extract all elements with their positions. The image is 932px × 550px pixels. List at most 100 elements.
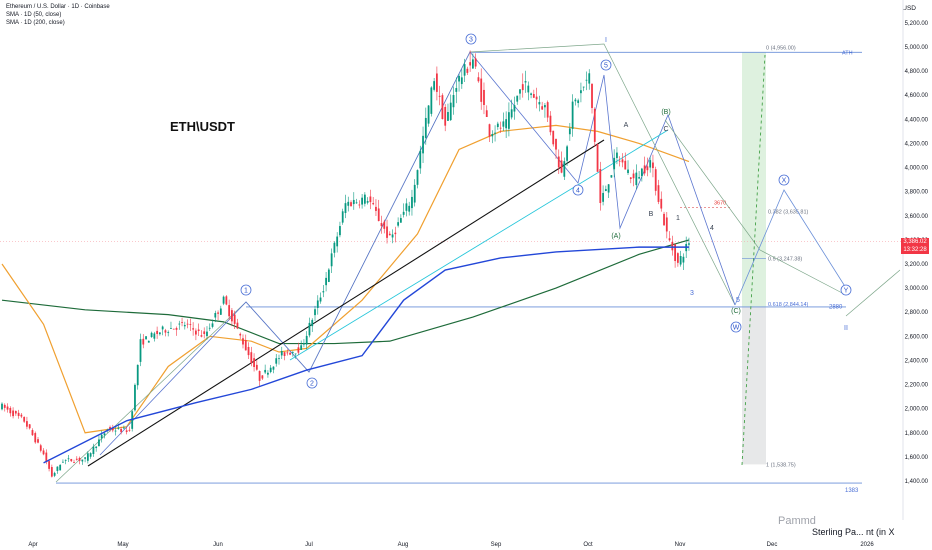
candle-body: [330, 253, 333, 267]
y-tick-label: 1,400.00: [905, 479, 929, 485]
y-tick-label: 4,200.00: [905, 141, 929, 147]
candle-body: [505, 119, 508, 129]
candle-body: [513, 105, 516, 112]
candle-body: [341, 211, 344, 223]
candle-body: [688, 243, 690, 245]
candle-body: [6, 406, 9, 410]
candle-body: [291, 352, 294, 353]
candle-body: [109, 427, 111, 429]
candle-body: [491, 133, 494, 137]
wave-label-Y: Y: [844, 288, 849, 295]
candle-body: [472, 59, 474, 69]
candle-body: [652, 162, 654, 169]
y-tick-label: 2,000.00: [905, 407, 929, 413]
candle-body: [214, 312, 217, 318]
candle-body: [167, 332, 170, 333]
candle-body: [347, 201, 350, 206]
candle-body: [563, 161, 566, 177]
candle-body: [136, 364, 139, 386]
candle-body: [28, 424, 31, 429]
projection-dashed: [741, 54, 766, 466]
trendline-black: [87, 139, 605, 467]
candle-body: [98, 439, 100, 447]
candle-body: [289, 352, 291, 355]
fib-0-label: 0 (4,956.00): [766, 45, 796, 51]
candle-body: [402, 211, 405, 215]
wave-label-X: X: [782, 178, 787, 185]
candle-body: [604, 189, 607, 191]
candle-body: [643, 165, 646, 174]
candle-body: [369, 196, 372, 203]
candle-body: [300, 345, 303, 350]
y-tick-label: 2,400.00: [905, 358, 929, 364]
candle-body: [264, 369, 267, 373]
candle-body: [269, 367, 272, 373]
candle-body: [405, 203, 408, 211]
candle-body: [480, 78, 483, 102]
candle-body: [100, 434, 103, 439]
wave-label-5: 5: [604, 63, 608, 70]
candle-body: [596, 144, 599, 172]
wave-label-W: W: [733, 325, 740, 332]
candle-body: [629, 177, 632, 179]
candle-body: [9, 407, 12, 414]
wave-label-sub-4: 4: [710, 225, 714, 232]
candle-body: [618, 160, 621, 162]
candle-body: [327, 269, 330, 282]
candle-body: [81, 459, 84, 462]
watermark-logo: Pammd: [778, 515, 816, 527]
candle-body: [502, 121, 505, 127]
wave-label-W-ring: [730, 321, 742, 333]
y-tick-label: 4,600.00: [905, 93, 929, 99]
y-tick-label: 2,600.00: [905, 334, 929, 340]
y-tick-label: 5,200.00: [905, 21, 929, 27]
y-tick-label: 4,800.00: [905, 69, 929, 75]
candle-body: [208, 327, 211, 329]
candle-body: [14, 411, 17, 414]
candle-body: [441, 95, 444, 120]
y-tick-label: 1,800.00: [905, 431, 929, 437]
candle-body: [510, 109, 513, 118]
candle-body: [582, 86, 585, 88]
candle-body: [316, 300, 319, 308]
wave-label-X-ring: [778, 174, 790, 186]
wave-label-5-ring: [600, 59, 612, 71]
candle-body: [527, 85, 530, 93]
y-tick-label: 3,200.00: [905, 262, 929, 268]
candle-body: [158, 332, 161, 335]
candle-body: [31, 430, 34, 436]
y-tick-label: 3,600.00: [905, 214, 929, 220]
candle-body: [577, 100, 580, 103]
x-tick-label: 2026: [860, 542, 874, 548]
candle-body: [231, 310, 233, 322]
candle-body: [499, 127, 502, 129]
candle-body: [416, 170, 419, 185]
candle-body: [660, 198, 663, 209]
candle-body: [496, 123, 499, 128]
wave-label-sub-3: 3: [690, 290, 694, 297]
last-price-badge: 3,386.02: [901, 238, 929, 246]
candle-body: [549, 115, 552, 133]
y-tick-label: 2,800.00: [905, 310, 929, 316]
candle-body: [419, 150, 422, 169]
candle-body: [308, 322, 311, 336]
candle-body: [242, 338, 244, 345]
candle-body: [131, 411, 134, 429]
wave-label-1: 1: [244, 288, 248, 295]
candle-body: [530, 93, 532, 95]
candle-body: [134, 384, 136, 411]
wave-label-2: 2: [310, 381, 314, 388]
candle-body: [244, 340, 247, 351]
candle-body: [394, 232, 397, 235]
candle-body: [635, 172, 638, 186]
candle-body: [591, 83, 593, 108]
candle-body: [206, 331, 208, 337]
candle-body: [447, 112, 449, 121]
candle-body: [228, 305, 231, 317]
candle-body: [225, 296, 228, 305]
candle-body: [544, 105, 546, 108]
candle-body: [433, 81, 436, 90]
candle-body: [380, 223, 383, 227]
candle-body: [86, 453, 89, 461]
